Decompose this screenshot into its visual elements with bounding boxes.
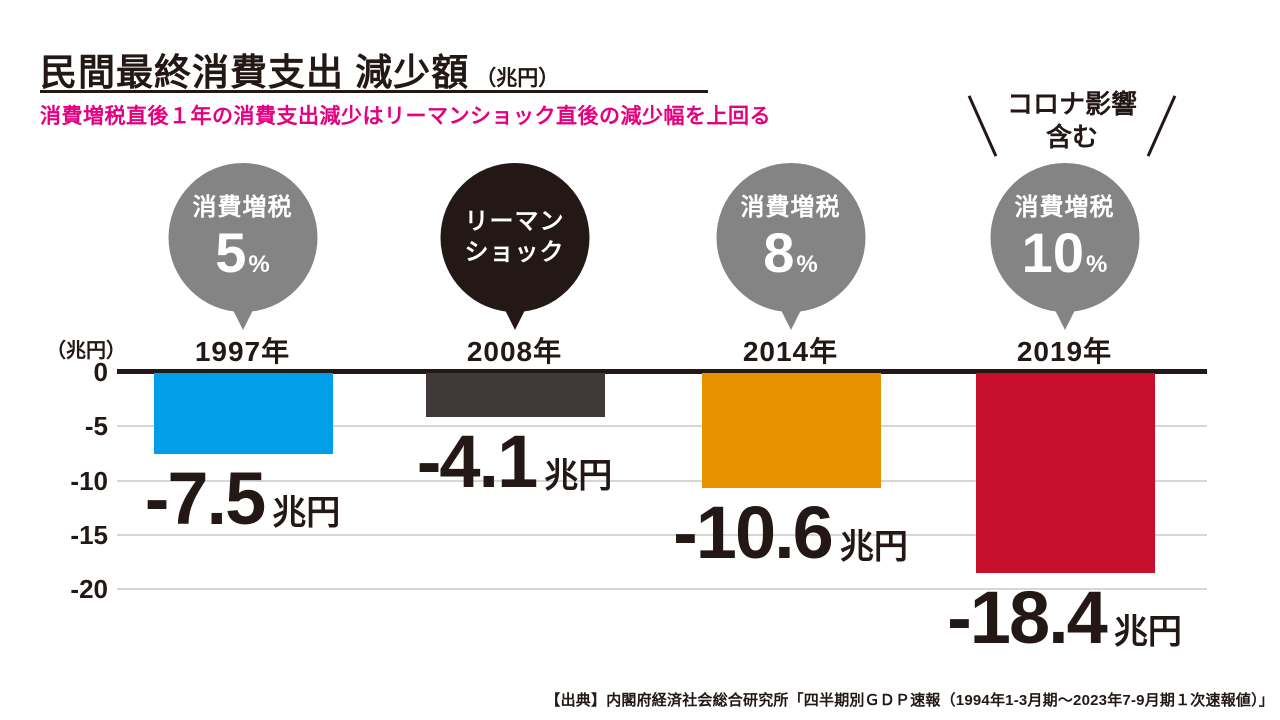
bar-value-label: -18.4 兆円 [947, 575, 1182, 659]
year-label: 1997年 [194, 336, 291, 367]
chart-column: 消費増税 10% 2019年 -18.4 兆円 [928, 160, 1202, 720]
bar-rect [153, 373, 333, 455]
year-label: 2008年 [466, 336, 563, 367]
title-text: 民間最終消費支出 減少額 [40, 52, 470, 93]
zero-baseline [117, 369, 1207, 374]
subtitle: 消費増税直後１年の消費支出減少はリーマンショック直後の減少幅を上回る [40, 105, 771, 128]
year-label: 2014年 [742, 336, 839, 367]
bar-value-unit: 兆円 [839, 528, 908, 566]
event-bubble: 消費増税 8% [716, 163, 865, 312]
bubble-rate: 10 [1021, 221, 1084, 284]
bar-value-unit: 兆円 [1113, 612, 1182, 651]
bar-rect [701, 373, 881, 488]
bar-value-unit: 兆円 [544, 457, 613, 496]
bar-value-number: -7.5 [144, 457, 267, 541]
gridline-minus15 [117, 534, 1207, 536]
bar-value-number: -4.1 [416, 420, 539, 504]
bubble-rate-row: 8% [763, 224, 818, 282]
bubble-tail [501, 304, 528, 330]
gridline-minus10 [117, 480, 1207, 482]
bar-value-unit: 兆円 [272, 494, 341, 533]
bubble-percent-sign: % [248, 251, 270, 278]
gridline-minus5 [117, 425, 1207, 427]
event-bubble: リーマン ショック [440, 163, 589, 312]
bubble-label: 消費増税 [1014, 194, 1115, 221]
y-tick-0: 0 [93, 357, 108, 387]
bar-rect [975, 373, 1155, 573]
y-tick-minus20: -20 [70, 574, 108, 604]
bubble-tail [777, 304, 804, 330]
source-citation: 【出典】内閣府経済社会総合研究所「四半期別ＧＤＰ速報（1994年1-3月期～20… [545, 692, 1274, 709]
bubble-label: 消費増税 [192, 194, 293, 221]
title-unit: （兆円） [475, 67, 560, 90]
y-tick-minus5: -5 [84, 411, 108, 441]
corona-annotation: コロナ影響 含む [957, 88, 1187, 166]
year-label: 2019年 [1016, 336, 1113, 367]
bubble-percent-sign: % [1085, 251, 1108, 278]
chart-column: リーマン ショック 2008年 -4.1 兆円 [378, 160, 652, 720]
bubble-rate: 5 [215, 221, 247, 284]
bubble-rate-row: 5% [215, 224, 270, 282]
y-tick-minus15: -15 [70, 520, 108, 550]
bar-rect [425, 373, 605, 418]
page-title: 民間最終消費支出 減少額 （兆円） [40, 42, 559, 96]
title-underline [40, 90, 708, 93]
bubble-label: 消費増税 [740, 194, 841, 221]
bar-value-label: -4.1 兆円 [416, 420, 613, 504]
bubble-label-line2: ショック [464, 239, 565, 266]
bar-value-label: -7.5 兆円 [144, 457, 341, 541]
bar-value-label: -10.6 兆円 [673, 491, 908, 574]
y-axis-unit-label: （兆円） [46, 340, 126, 362]
bubble-percent-sign: % [796, 251, 818, 278]
bubble-rate: 8 [763, 221, 795, 284]
bubble-label: リーマン [464, 208, 565, 235]
bar-value-number: -10.6 [673, 491, 834, 574]
annotation-text: コロナ影響 含む [957, 88, 1187, 154]
chart-column: 消費増税 8% 2014年 -10.6 兆円 [654, 160, 928, 720]
y-tick-minus10: -10 [70, 466, 108, 496]
event-bubble: 消費増税 5% [168, 163, 317, 312]
bubble-tail [229, 304, 256, 330]
event-bubble: 消費増税 10% [990, 163, 1139, 312]
chart-column: 消費増税 5% 1997年 -7.5 兆円 [106, 160, 380, 720]
annotation-line1: コロナ影響 [1006, 89, 1137, 119]
bubble-tail [1051, 304, 1078, 330]
bubble-rate-row: 10% [1022, 224, 1108, 282]
annotation-line2: 含む [1045, 122, 1098, 152]
bar-value-number: -18.4 [947, 575, 1108, 659]
gridline-minus20 [117, 588, 1207, 590]
